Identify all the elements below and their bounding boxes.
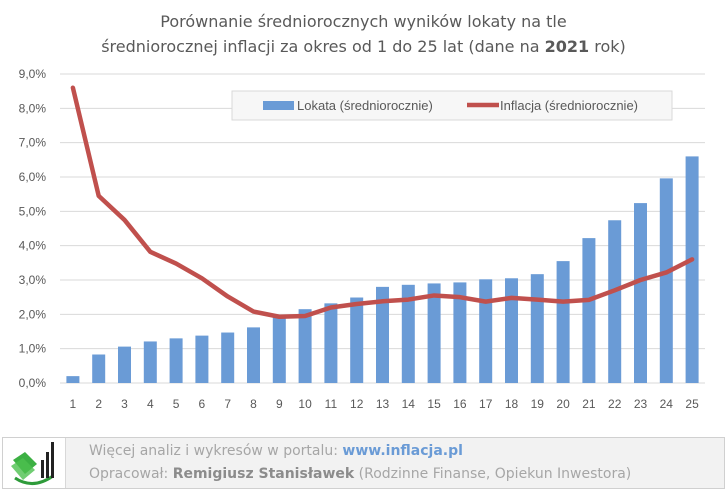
x-tick-label: 20 [556,397,570,411]
bar-lokata [324,303,338,383]
portal-link[interactable]: www.inflacja.pl [342,443,463,459]
bar-lokata [401,284,415,383]
x-tick-label: 15 [427,397,441,411]
y-tick-label: 8,0% [19,101,47,115]
y-tick-label: 1,0% [19,342,47,356]
x-tick-label: 16 [453,397,467,411]
y-tick-label: 7,0% [19,136,47,150]
x-tick-label: 17 [479,397,493,411]
legend-label-inflacja: Inflacja (średniorocznie) [500,98,638,113]
chart-title-line1: Porównanie średniorocznych wyników lokat… [160,12,567,31]
logo [3,438,66,488]
y-tick-label: 9,0% [19,67,47,81]
x-tick-label: 18 [505,397,519,411]
x-tick-label: 21 [582,397,596,411]
title-text-end: rok) [589,37,626,56]
x-tick-label: 3 [121,397,128,411]
y-tick-label: 2,0% [19,307,47,321]
x-tick-label: 1 [70,397,77,411]
bar-lokata [530,274,544,383]
x-tick-label: 12 [350,397,364,411]
footer-line2: Opracował: Remigiusz Stanisławek (Rodzin… [89,466,631,482]
bar-lokata [453,282,467,383]
x-tick-label: 2 [95,397,102,411]
x-tick-label: 9 [276,397,283,411]
y-tick-label: 3,0% [19,273,47,287]
bar-lokata [659,178,673,383]
bar-lokata [272,316,286,383]
legend-label-lokata: Lokata (średniorocznie) [297,98,433,113]
bar-lokata [118,346,131,383]
footer-text: Opracował: [89,466,173,482]
x-tick-label: 25 [685,397,699,411]
x-tick-label: 13 [376,397,390,411]
bar-lokata [582,238,596,383]
x-tick-label: 19 [531,397,545,411]
bar-lokata [298,309,312,383]
bar-lokata [92,354,106,383]
bar-lokata [427,283,441,383]
footer: Więcej analiz i wykresów w portalu: www.… [2,437,725,489]
x-tick-label: 4 [147,397,154,411]
x-tick-label: 14 [402,397,416,411]
x-tick-label: 11 [325,397,338,411]
x-tick-label: 10 [298,397,312,411]
bar-lokata [634,203,647,383]
chart-plot: 0,0% 1,0% 2,0% 3,0% 4,0% 5,0% 6,0% 7,0% 8,0% 9,0%… [19,67,705,411]
x-tick-label: 22 [608,397,622,411]
x-tick-label: 5 [173,397,180,411]
y-tick-label: 0,0% [19,376,47,390]
legend-swatch-lokata [263,101,294,110]
chart-title-line2: średniorocznej inflacji za okres od 1 do… [0,35,727,59]
y-tick-label: 5,0% [19,204,47,218]
x-tick-label: 8 [250,397,257,411]
bar-lokata [608,220,622,383]
footer-text: Więcej analiz i wykresów w portalu: [89,443,343,459]
bar-lokata [66,376,80,383]
x-tick-label: 23 [634,397,648,411]
bar-lokata [247,327,260,383]
bar-lokata [350,297,364,383]
footer-line1: Więcej analiz i wykresów w portalu: www.… [89,443,463,459]
legend-box [231,90,673,121]
money-chart-logo-icon [11,442,54,485]
bar-lokata [143,341,157,383]
x-tick-label: 6 [199,397,206,411]
bar-lokata [685,156,699,383]
bar-lokata [556,261,570,383]
bar-lokata [479,279,493,383]
x-tick-label: 24 [660,397,674,411]
y-tick-label: 4,0% [19,239,47,253]
y-tick-label: 6,0% [19,170,47,184]
author-name: Remigiusz Stanisławek [172,466,355,482]
footer-text: (Rodzinne Finanse, Opiekun Inwestora) [354,466,632,482]
title-text: średniorocznej inflacji za okres od 1 do… [101,37,545,56]
bar-lokata [376,286,389,383]
line-inflacja [70,85,695,319]
bar-lokata [169,338,183,383]
bar-lokata [221,332,235,383]
title-year: 2021 [544,37,590,56]
bar-lokata [505,278,518,383]
bar-lokata [195,335,209,383]
x-tick-label: 7 [224,397,231,411]
